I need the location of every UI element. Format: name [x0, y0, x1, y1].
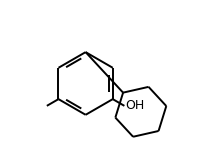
- Text: OH: OH: [125, 99, 144, 112]
